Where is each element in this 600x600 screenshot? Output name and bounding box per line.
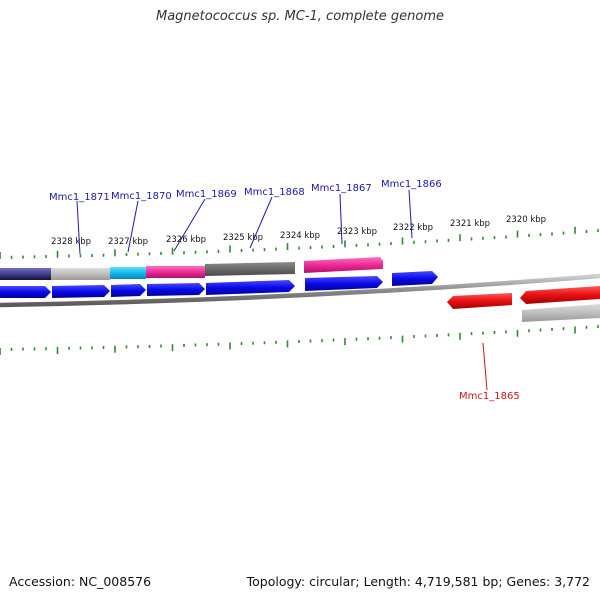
kbp-label-2325: 2325 kbp — [223, 233, 263, 243]
annotation-track — [0, 257, 600, 322]
topology-summary: Topology: circular; Length: 4,719,581 bp… — [246, 574, 590, 589]
leader-line-1871 — [76, 200, 81, 255]
leader-line-1865 — [482, 342, 488, 391]
gene-arrow-mmc1-1864[interactable] — [520, 286, 600, 304]
gene-label-mmc1-1868[interactable]: Mmc1_1868 — [244, 187, 305, 198]
kbp-label-2323: 2323 kbp — [337, 227, 377, 237]
gene-label-mmc1-1870[interactable]: Mmc1_1870 — [111, 191, 172, 202]
kbp-label-2321: 2321 kbp — [450, 219, 490, 229]
gene-arrow-extra[interactable] — [392, 271, 438, 286]
gene-arrow-mmc1-1866[interactable] — [305, 276, 383, 291]
kbp-label-2328: 2328 kbp — [51, 237, 91, 247]
annotation-block-dark — [205, 262, 295, 276]
kbp-labels: 2328 kbp 2327 kbp 2326 kbp 2325 kbp 2324… — [51, 215, 546, 247]
kbp-label-2322: 2322 kbp — [393, 223, 433, 233]
forward-genes — [0, 271, 438, 298]
annotation-block-pink-2 — [304, 257, 383, 273]
leader-line-1866 — [408, 189, 413, 239]
gene-label-mmc1-1866[interactable]: Mmc1_1866 — [381, 179, 442, 190]
gene-label-mmc1-1865[interactable]: Mmc1_1865 — [459, 391, 520, 402]
gene-arrow-mmc1-1869[interactable] — [111, 284, 146, 297]
gene-arrow-mmc1-1870[interactable] — [52, 285, 110, 298]
kbp-label-2320: 2320 kbp — [506, 215, 546, 225]
annotation-block-light-right — [522, 304, 600, 322]
genome-backbone — [0, 273, 600, 308]
annotation-block-light — [51, 268, 110, 280]
leader-line-1870 — [127, 200, 139, 253]
outer-tick-scale — [0, 226, 599, 259]
leader-line-1869 — [173, 198, 206, 252]
gene-label-mmc1-1871[interactable]: Mmc1_1871 — [49, 192, 110, 203]
kbp-label-2326: 2326 kbp — [166, 235, 206, 245]
gene-label-mmc1-1869[interactable]: Mmc1_1869 — [176, 189, 237, 200]
gene-arrow-mmc1-1868[interactable] — [147, 283, 205, 296]
leader-line-1867 — [339, 193, 343, 245]
reverse-genes — [447, 286, 600, 309]
gene-label-mmc1-1867[interactable]: Mmc1_1867 — [311, 183, 372, 194]
annotation-block-pink — [146, 266, 205, 278]
accession-text: Accession: NC_008576 — [9, 574, 152, 589]
kbp-label-2327: 2327 kbp — [108, 237, 148, 247]
annotation-block-cyan — [110, 267, 146, 279]
annotation-block-navy — [0, 268, 51, 280]
gene-arrow-mmc1-1865[interactable] — [447, 293, 512, 309]
gene-arrow-mmc1-1867[interactable] — [206, 280, 295, 295]
inner-tick-scale — [0, 325, 599, 355]
gene-arrow-mmc1-1871[interactable] — [0, 286, 51, 298]
gene-labels: Mmc1_1871 Mmc1_1870 Mmc1_1869 Mmc1_1868 … — [49, 179, 520, 402]
gene-label-leaders — [76, 189, 488, 391]
leader-line-1868 — [249, 196, 273, 249]
kbp-label-2324: 2324 kbp — [280, 231, 320, 241]
map-title: Magnetococcus sp. MC-1, complete genome — [155, 9, 445, 24]
